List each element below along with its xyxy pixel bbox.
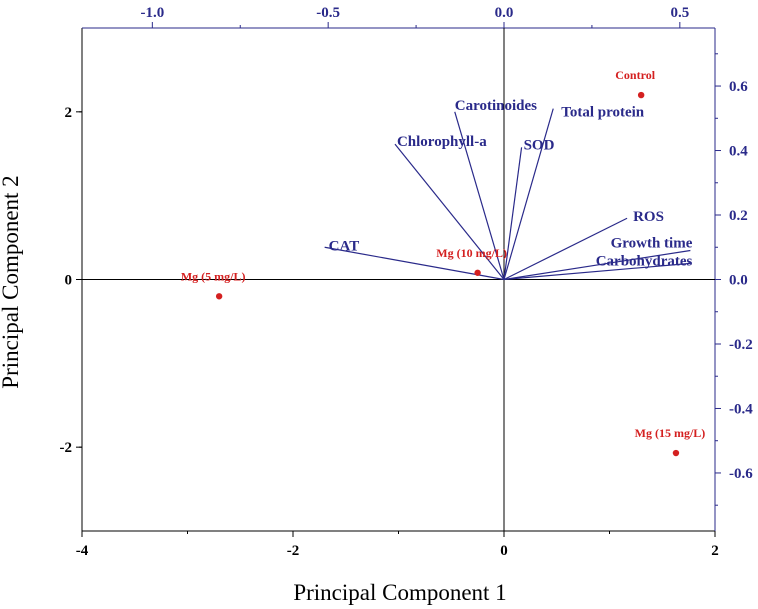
right-tick-label: -0.4 bbox=[729, 401, 753, 417]
right-tick-label: 0.0 bbox=[729, 273, 748, 289]
loading-vector bbox=[454, 111, 505, 280]
right-tick-label: 0.6 bbox=[729, 79, 748, 95]
top-tick-label: -1.0 bbox=[140, 5, 164, 21]
x-tick-label: -4 bbox=[76, 543, 89, 559]
loading-label: Chlorophyll-a bbox=[397, 134, 487, 150]
loading-vector bbox=[503, 262, 691, 281]
right-tick-label: 0.4 bbox=[729, 144, 748, 160]
loading-label: Carbohydrates bbox=[596, 253, 693, 269]
top-tick-label: -0.5 bbox=[316, 5, 340, 21]
loading-label: ROS bbox=[633, 209, 664, 225]
score-point bbox=[474, 269, 481, 276]
x-tick-label: 0 bbox=[500, 543, 508, 559]
loading-vector bbox=[324, 246, 505, 281]
loading-label: CAT bbox=[329, 238, 360, 254]
top-tick-label: 0.0 bbox=[495, 5, 514, 21]
top-tick-label: 0.5 bbox=[670, 5, 689, 21]
score-label: Mg (15 mg/L) bbox=[635, 426, 706, 440]
score-label: Mg (10 mg/L) bbox=[436, 246, 507, 260]
y-tick-label: 2 bbox=[65, 105, 73, 121]
x-axis-title: Principal Component 1 bbox=[293, 580, 506, 605]
score-label: Control bbox=[615, 68, 655, 82]
score-point bbox=[215, 293, 223, 300]
loading-vector bbox=[394, 143, 505, 280]
loading-vector bbox=[503, 217, 628, 281]
loading-label: Total protein bbox=[561, 105, 645, 121]
score-points: Control Mg (5 mg/L) Mg (10 mg/L) Mg (15 mg/… bbox=[181, 68, 706, 457]
x-tick-label: -2 bbox=[287, 543, 300, 559]
right-tick-label: -0.6 bbox=[729, 466, 753, 482]
loading-vector bbox=[503, 249, 691, 281]
y-axis-title: Principal Component 2 bbox=[0, 175, 23, 388]
loading-vector bbox=[503, 108, 554, 280]
plot-axes bbox=[76, 22, 721, 537]
y-tick-label: 0 bbox=[65, 273, 73, 289]
right-tick-label: -0.2 bbox=[729, 337, 753, 353]
loading-label: Carotinoides bbox=[455, 98, 537, 114]
right-tick-label: 0.2 bbox=[729, 208, 748, 224]
tick-labels: -4 -2 0 2 -2 0 2 -1.0 -0.5 0.0 0.5 0.6 0.4 0.2 0.0 -0.2… bbox=[60, 5, 754, 559]
loading-label: Growth time bbox=[611, 235, 693, 251]
y-tick-label: -2 bbox=[60, 440, 73, 456]
loading-vectors: Carotinoides Total protein Chlorophyll-a SO… bbox=[324, 98, 693, 281]
score-point bbox=[672, 449, 680, 457]
reference-lines bbox=[82, 28, 715, 531]
score-point bbox=[637, 91, 645, 99]
loading-vector bbox=[503, 147, 523, 280]
loading-label: SOD bbox=[524, 137, 555, 153]
x-tick-label: 2 bbox=[711, 543, 719, 559]
score-label: Mg (5 mg/L) bbox=[181, 269, 246, 283]
